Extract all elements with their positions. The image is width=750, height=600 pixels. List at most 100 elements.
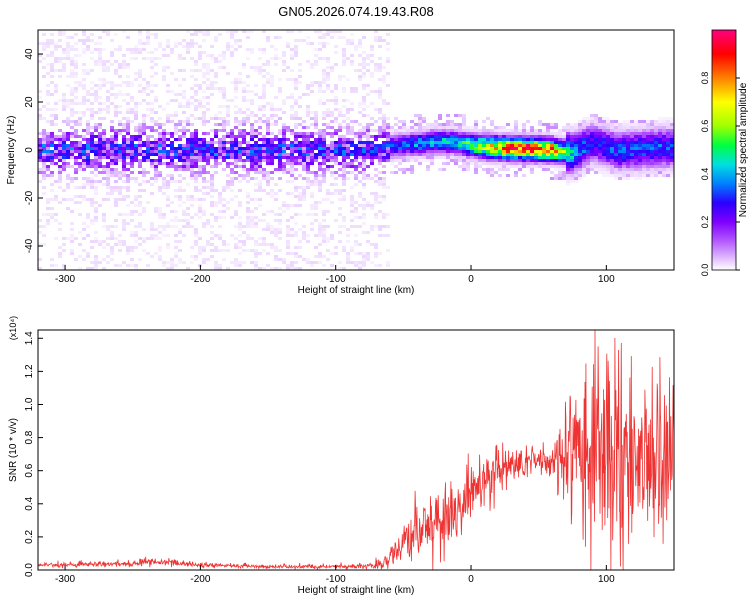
spectrogram-cell (394, 123, 398, 126)
spectrogram-cell (202, 117, 206, 120)
spectrogram-cell (186, 102, 190, 105)
spectrogram-cell (42, 147, 46, 150)
spectrogram-cell (606, 174, 610, 177)
spectrogram-cell (462, 147, 466, 150)
spectrogram-cell (298, 81, 302, 84)
spectrogram-cell (170, 177, 174, 180)
spectrogram-cell (310, 171, 314, 174)
spectrogram-cell (174, 123, 178, 126)
spectrogram-cell (386, 117, 390, 120)
spectrogram-cell (142, 114, 146, 117)
spectrogram-cell (198, 207, 202, 210)
spectrogram-cell (626, 123, 630, 126)
spectrogram-cell (214, 156, 218, 159)
spectrogram-cell (502, 144, 506, 147)
spectrogram-cell (458, 156, 462, 159)
spectrogram-cell (198, 159, 202, 162)
spectrogram-cell (86, 39, 90, 42)
spectrogram-cell (642, 129, 646, 132)
spectrogram-cell (342, 120, 346, 123)
spectrogram-cell (310, 84, 314, 87)
spectrogram-cell (166, 150, 170, 153)
spectrogram-cell (662, 135, 666, 138)
spectrogram-cell (146, 144, 150, 147)
spectrogram-cell (194, 234, 198, 237)
spectrogram-cell (306, 42, 310, 45)
spectrogram-cell (542, 129, 546, 132)
spectrogram-cell (434, 123, 438, 126)
spectrogram-cell (406, 159, 410, 162)
spectrogram-cell (178, 150, 182, 153)
spectrogram-cell (146, 180, 150, 183)
spectrogram-cell (654, 135, 658, 138)
spectrogram-cell (126, 204, 130, 207)
spectrogram-cell (82, 237, 86, 240)
spectrogram-cell (150, 129, 154, 132)
spectrogram-cell (366, 54, 370, 57)
spectrogram-cell (94, 267, 98, 270)
spectrogram-cell (314, 255, 318, 258)
spectrogram-cell (630, 156, 634, 159)
spectrogram-cell (138, 132, 142, 135)
spectrogram-cell (278, 150, 282, 153)
spectrogram-cell (42, 162, 46, 165)
spectrogram-cell (458, 147, 462, 150)
spectrogram-cell (178, 168, 182, 171)
spectrogram-cell (54, 153, 58, 156)
spectrogram-cell (490, 129, 494, 132)
spectrogram-cell (274, 138, 278, 141)
spectrogram-cell (142, 189, 146, 192)
spectrogram-cell (370, 228, 374, 231)
spectrogram-cell (318, 186, 322, 189)
spectrogram-cell (202, 141, 206, 144)
spectrogram-cell (298, 69, 302, 72)
spectrogram-cell (614, 141, 618, 144)
spectrogram-cell (338, 36, 342, 39)
spectrogram-cell (438, 147, 442, 150)
spectrogram-cell (134, 195, 138, 198)
spectrogram-cell (90, 177, 94, 180)
spectrogram-cell (42, 33, 46, 36)
spectrogram-cell (502, 156, 506, 159)
spectrogram-cell (138, 33, 142, 36)
spectrogram-cell (494, 129, 498, 132)
spectrogram-cell (234, 237, 238, 240)
spectrogram-cell (378, 87, 382, 90)
spectrogram-cell (554, 144, 558, 147)
spectrogram-cell (382, 180, 386, 183)
spectrogram-cell (266, 228, 270, 231)
spectrogram-cell (254, 69, 258, 72)
spectrogram-cell (290, 30, 294, 33)
spectrogram-cell (178, 135, 182, 138)
spectrogram-cell (614, 159, 618, 162)
spectrogram-cell (74, 132, 78, 135)
spectrogram-cell (406, 156, 410, 159)
spectrogram-cell (162, 186, 166, 189)
spectrogram-cell (578, 150, 582, 153)
spectrogram-cell (250, 177, 254, 180)
spectrogram-cell (414, 123, 418, 126)
spectrogram-cell (462, 162, 466, 165)
spectrogram-cell (522, 153, 526, 156)
spectrogram-cell (662, 165, 666, 168)
spectrogram-cell (86, 123, 90, 126)
spectrogram-cell (250, 237, 254, 240)
spectrogram-cell (278, 87, 282, 90)
spectrogram-cell (210, 93, 214, 96)
spectrogram-cell (254, 141, 258, 144)
spectrogram-cell (166, 165, 170, 168)
spectrogram-cell (86, 138, 90, 141)
spectrogram-cell (266, 120, 270, 123)
spectrogram-cell (594, 159, 598, 162)
spectrogram-cell (182, 90, 186, 93)
spectrogram-cell (610, 162, 614, 165)
spectrogram-cell (562, 153, 566, 156)
spectrogram-cell (670, 171, 674, 174)
spectrogram-cell (366, 204, 370, 207)
spectrogram-cell (118, 144, 122, 147)
spectrogram-cell (358, 141, 362, 144)
spectrogram-cell (434, 132, 438, 135)
spectrogram-cell (330, 183, 334, 186)
spectrogram-cell (398, 144, 402, 147)
spectrogram-cell (294, 141, 298, 144)
